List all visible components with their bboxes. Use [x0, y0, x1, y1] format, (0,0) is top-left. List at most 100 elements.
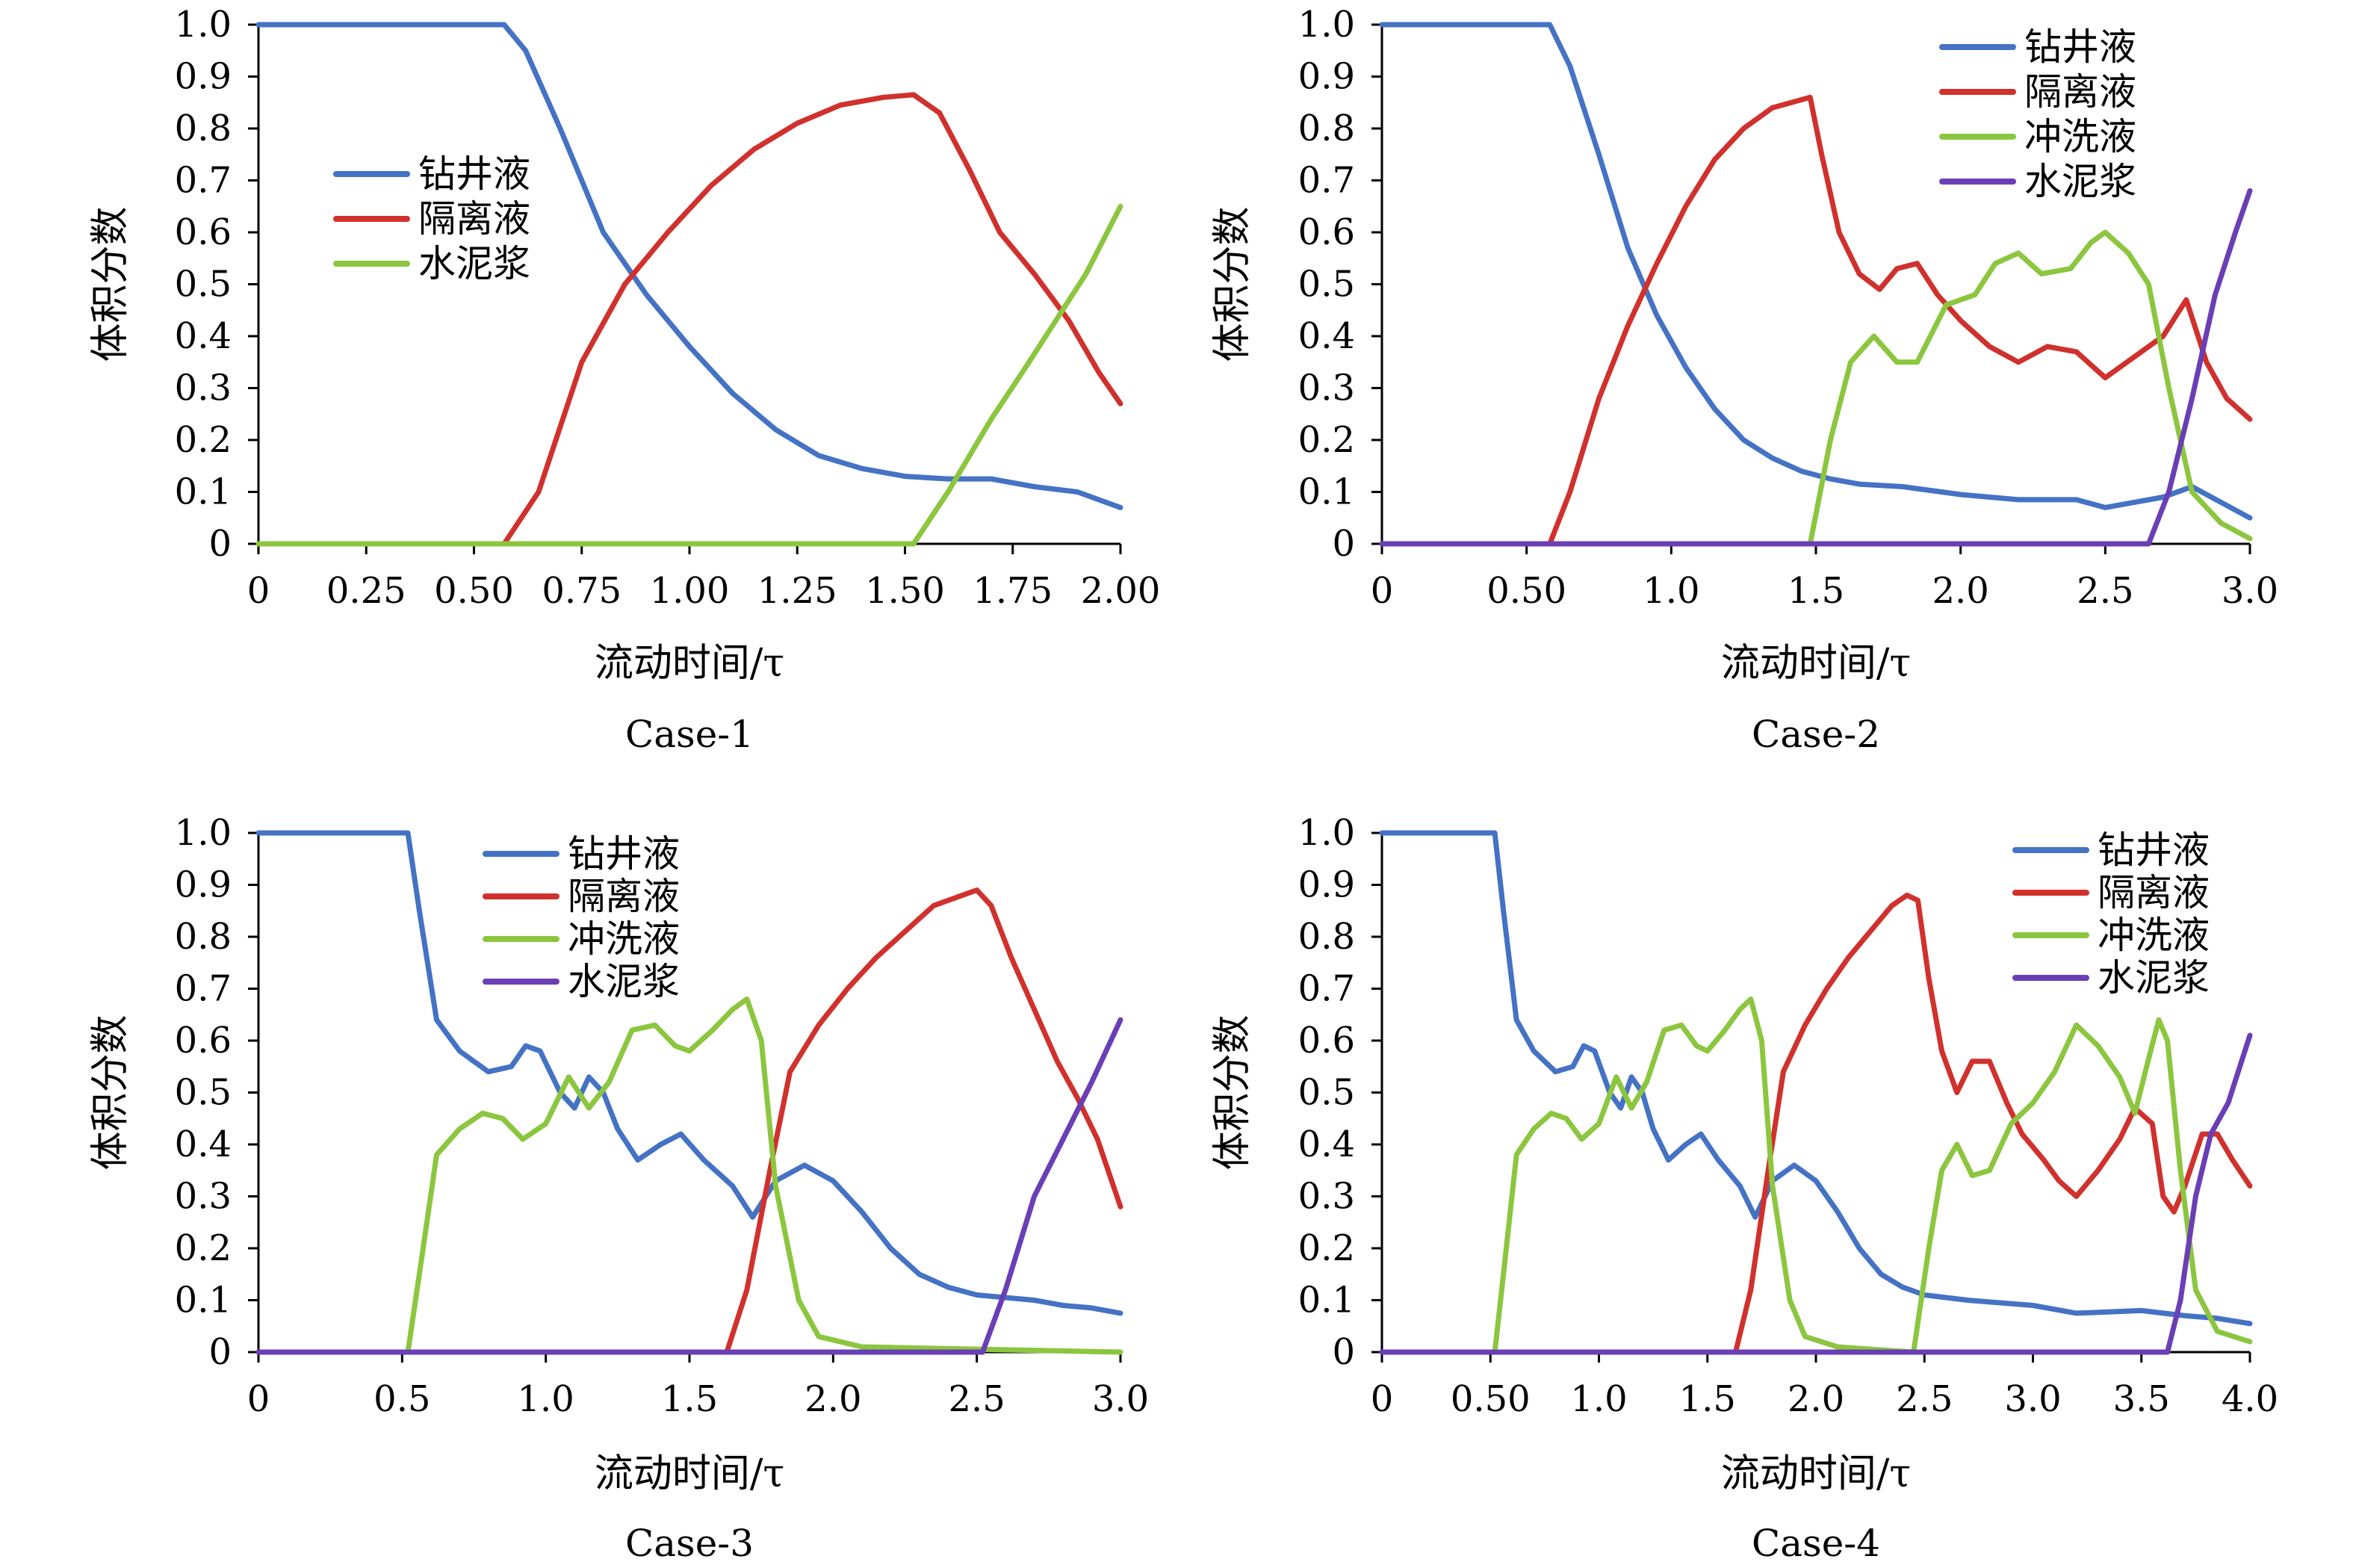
series-line-3 [1379, 229, 2253, 547]
y-tick-label: 0.5 [175, 1072, 232, 1114]
series-line-2 [255, 887, 1123, 1355]
x-tick-label: 1.0 [1643, 570, 1699, 612]
y-tick-label: 0.4 [175, 315, 232, 357]
x-tick-label: 3.0 [2004, 1378, 2061, 1420]
y-tick-label: 0.4 [175, 1124, 232, 1165]
y-tick-label: 1.0 [1298, 4, 1355, 46]
y-tick-label: 0.2 [175, 419, 232, 461]
x-tick-label: 4.0 [2222, 1378, 2278, 1420]
x-tick-label: 2.5 [2077, 570, 2133, 612]
chart-panel-4: 0 0.1 0.2 0.3 0.4 0.5 0.6 0.7 0.8 0.9 1.0 0 0.50 1.0 1… [1210, 812, 2278, 1565]
y-tick-label: 0.7 [1298, 968, 1355, 1010]
legend-label: 钻井液 [418, 152, 530, 196]
legend-label: 隔离液 [568, 875, 680, 918]
series-line-2 [255, 92, 1123, 547]
chart-panel-3: 0 0.1 0.2 0.3 0.4 0.5 0.6 0.7 0.8 0.9 1.0 0 0.5 1.0 1.… [88, 812, 1149, 1565]
series-line-1 [255, 22, 1123, 510]
y-tick-label: 0.1 [175, 471, 232, 513]
legend-label: 水泥浆 [568, 960, 680, 1003]
x-axis-title: 流动时间/τ [1721, 641, 1911, 686]
x-tick-label: 0.50 [434, 570, 514, 612]
legend-label: 冲洗液 [2098, 914, 2210, 957]
y-tick-label: 0.1 [1298, 471, 1355, 513]
x-tick-label: 3.0 [1092, 1378, 1149, 1420]
y-tick-label: 0 [208, 523, 232, 565]
y-tick-label: 0 [208, 1331, 232, 1373]
legend-label: 水泥浆 [2024, 160, 2136, 203]
y-tick-label: 0.1 [1298, 1280, 1355, 1321]
x-axis-title: 流动时间/τ [595, 1451, 784, 1496]
y-tick-label: 0 [1332, 1331, 1355, 1373]
y-tick-label: 0.5 [1298, 1072, 1355, 1114]
y-tick-label: 1.0 [175, 812, 232, 854]
series-line-3 [1379, 996, 2253, 1355]
y-tick-label: 0.7 [175, 160, 232, 202]
y-tick-label: 0.4 [1298, 1124, 1355, 1165]
x-tick-label: 0.50 [1486, 570, 1566, 612]
case-title: Case-2 [1752, 713, 1880, 756]
legend-label: 冲洗液 [2024, 115, 2136, 158]
series-line-2 [1379, 94, 2253, 547]
y-axis-title: 体积分数 [88, 1014, 133, 1170]
x-tick-label: 2.0 [1788, 1378, 1844, 1420]
x-axis-title: 流动时间/τ [1721, 1451, 1911, 1496]
series-line-4 [255, 1017, 1123, 1355]
x-tick-label: 1.0 [517, 1378, 574, 1420]
x-tick-label: 2.5 [1896, 1378, 1953, 1420]
legend-label: 钻井液 [568, 832, 680, 876]
x-tick-label: 0.50 [1451, 1378, 1531, 1420]
x-tick-label: 2.00 [1081, 570, 1161, 612]
series-line-1 [255, 830, 1123, 1316]
y-tick-label: 0.1 [175, 1280, 232, 1321]
x-tick-label: 2.0 [805, 1378, 861, 1420]
y-tick-label: 0.5 [1298, 264, 1355, 306]
y-tick-label: 0.7 [175, 968, 232, 1010]
x-tick-label: 0 [1371, 1378, 1394, 1420]
x-tick-label: 1.50 [865, 570, 945, 612]
case-title: Case-4 [1752, 1522, 1880, 1565]
y-tick-label: 0 [1332, 523, 1355, 565]
series-line-1 [1379, 830, 2253, 1327]
y-tick-label: 0.9 [1298, 56, 1355, 98]
y-axis-title: 体积分数 [1210, 206, 1255, 362]
legend-label: 隔离液 [418, 197, 530, 241]
series-line-1 [1379, 22, 2253, 521]
x-tick-label: 3.0 [2222, 570, 2278, 612]
series-line-3 [255, 203, 1123, 547]
y-tick-label: 0.7 [1298, 160, 1355, 202]
y-tick-label: 0.6 [1298, 211, 1355, 253]
y-tick-label: 0.6 [175, 211, 232, 253]
x-tick-label: 1.0 [1570, 1378, 1627, 1420]
x-tick-label: 0 [247, 570, 270, 612]
y-tick-label: 0.9 [175, 864, 232, 906]
y-tick-label: 0.4 [1298, 315, 1355, 357]
y-tick-label: 0.8 [175, 108, 232, 149]
y-tick-label: 0.9 [1298, 864, 1355, 906]
y-tick-label: 0.5 [175, 264, 232, 306]
x-tick-label: 3.5 [2113, 1378, 2170, 1420]
x-axis-title: 流动时间/τ [595, 641, 784, 686]
case-title: Case-1 [625, 713, 754, 756]
y-tick-label: 0.3 [175, 368, 232, 409]
x-tick-label: 1.00 [650, 570, 730, 612]
x-tick-label: 0.75 [542, 570, 621, 612]
legend-label: 水泥浆 [2098, 956, 2210, 1000]
legend-label: 钻井液 [2024, 25, 2136, 69]
x-tick-label: 0.5 [373, 1378, 430, 1420]
y-tick-label: 1.0 [175, 4, 232, 46]
legend-label: 冲洗液 [568, 917, 680, 961]
y-tick-label: 1.0 [1298, 812, 1355, 854]
y-tick-label: 0.2 [1298, 1227, 1355, 1269]
y-tick-label: 0.3 [175, 1176, 232, 1218]
y-tick-label: 0.3 [1298, 368, 1355, 409]
y-tick-label: 0.8 [1298, 108, 1355, 149]
x-tick-label: 0 [1371, 570, 1394, 612]
y-tick-label: 0.2 [1298, 419, 1355, 461]
legend-label: 钻井液 [2098, 828, 2210, 872]
x-tick-label: 1.75 [973, 570, 1053, 612]
